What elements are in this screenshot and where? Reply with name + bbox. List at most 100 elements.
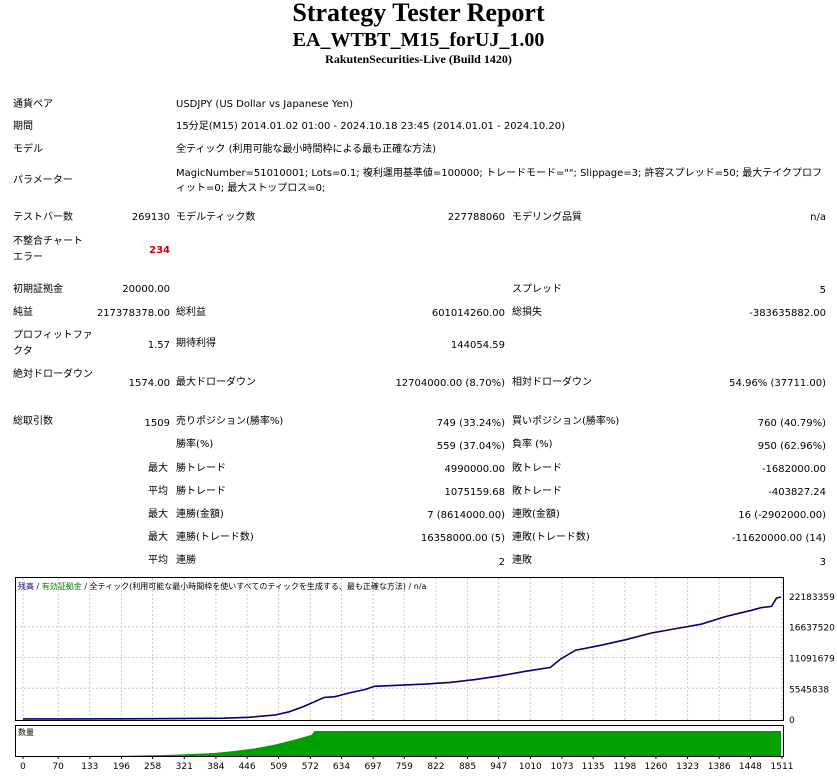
abs-drawdown-value: 1574.00 <box>128 378 170 389</box>
quality-value: n/a <box>810 212 826 223</box>
max-consec-wins-value: 7 (8614000.00) <box>427 510 505 521</box>
largest-loss-label: 敗トレード <box>512 463 562 474</box>
bars-label: テストバー数 <box>13 212 73 223</box>
main-panel <box>15 577 784 721</box>
loss-rate-value: 950 (62.96%) <box>757 441 826 452</box>
gross-profit-label: 総利益 <box>176 307 206 318</box>
spread-label: スプレッド <box>512 284 562 295</box>
ticks-label: モデルティック数 <box>176 212 256 223</box>
ea-name: EA_WTBT_M15_forUJ_1.00 <box>292 29 545 51</box>
x-tick-label: 446 <box>238 762 255 772</box>
x-tick-label: 321 <box>176 762 193 772</box>
mismatch-value: 234 <box>149 245 170 256</box>
largest-loss-value: -1682000.00 <box>761 464 826 475</box>
y-tick-label: 22183359 <box>789 593 835 603</box>
largest-win-label: 勝トレード <box>176 463 226 474</box>
total-trades-value: 1509 <box>144 418 170 429</box>
max-consec-loss-label: 連敗(トレード数) <box>512 532 590 543</box>
abs-drawdown-label: 絶対ドローダウン <box>13 369 93 380</box>
x-tick-label: 634 <box>333 762 350 772</box>
deposit-label: 初期証拠金 <box>13 284 63 295</box>
win-rate-value: 559 (37.04%) <box>436 441 505 452</box>
rel-drawdown-label: 相対ドローダウン <box>512 377 592 388</box>
balance-chart: 22183359 16637520 11091679 5545838 0 残高 / 有効証… <box>15 577 835 772</box>
legend-model: 全ティック(利用可能な最小時間枠を使いすべてのティックを生成する、最も正確な方法… <box>90 581 406 591</box>
expected-payoff-label: 期待利得 <box>176 338 216 349</box>
max-consec-count-prefix: 最大 <box>148 532 168 543</box>
mismatch-label: 不整合チャート エラー <box>13 236 83 263</box>
legend-balance: 残高 <box>18 581 34 591</box>
max-consec-profit-value: 16358000.00 (5) <box>420 533 505 544</box>
x-tick-label: 1198 <box>613 762 636 772</box>
x-tick-label: 572 <box>302 762 319 772</box>
x-tick-label: 885 <box>459 762 476 772</box>
profit-factor-value: 1.57 <box>147 340 170 351</box>
legend-equity: 有効証拠金 <box>42 581 82 591</box>
max-drawdown-value: 12704000.00 (8.70%) <box>395 378 505 389</box>
avg-consec-losses-label: 連敗 <box>512 555 532 566</box>
x-tick-label: 258 <box>144 762 161 772</box>
parameters-label: パラメーター <box>13 175 73 186</box>
x-tick-label: 70 <box>52 762 64 772</box>
period-label: 期間 <box>13 121 33 132</box>
symbol-label: 通貨ペア <box>13 99 53 110</box>
x-tick-label: 822 <box>427 762 444 772</box>
x-tick-label: 196 <box>113 762 130 772</box>
avg-consec-prefix: 平均 <box>148 555 168 566</box>
rel-drawdown-value: 54.96% (37711.00) <box>729 378 826 389</box>
spread-value: 5 <box>819 285 826 296</box>
profit-factor-label: プロフィットファクタ <box>13 330 93 357</box>
legend-sep2: / <box>82 582 90 591</box>
loss-rate-label: 負率 (%) <box>512 439 553 450</box>
x-tick-label: 0 <box>20 762 26 772</box>
avg-loss-label: 敗トレード <box>512 486 562 497</box>
avg-loss-value: -403827.24 <box>768 487 826 498</box>
x-tick-label: 697 <box>365 762 382 772</box>
gross-profit-value: 601014260.00 <box>431 308 505 319</box>
x-tick-label: 133 <box>81 762 98 772</box>
gross-loss-value: -383635882.00 <box>749 308 826 319</box>
net-profit-label: 純益 <box>13 307 33 318</box>
legend-quality: n/a <box>414 582 427 591</box>
total-trades-label: 総取引数 <box>13 416 53 427</box>
max-consec-profit-label: 連勝(トレード数) <box>176 532 254 543</box>
x-tick-label: 384 <box>207 762 224 772</box>
max-consec-prefix: 最大 <box>148 509 168 520</box>
chart-legend: 残高 / 有効証拠金 / 全ティック(利用可能な最小時間枠を使いすべてのティック… <box>18 581 427 591</box>
x-tick-label: 759 <box>396 762 413 772</box>
bars-value: 269130 <box>131 212 170 223</box>
model-value: 全ティック (利用可能な最小時間枠による最も正確な方法) <box>176 144 437 155</box>
model-label: モデル <box>13 144 43 155</box>
avg-win-value: 1075159.68 <box>444 487 505 498</box>
net-profit-value: 217378378.00 <box>96 308 170 319</box>
long-positions-value: 760 (40.79%) <box>757 418 826 429</box>
balance-line <box>23 596 782 720</box>
ticks-value: 227788060 <box>447 212 505 223</box>
short-positions-value: 749 (33.24%) <box>436 418 505 429</box>
short-positions-label: 売りポジション(勝率%) <box>176 416 284 427</box>
max-drawdown-label: 最大ドローダウン <box>176 377 256 388</box>
report-title: Strategy Tester Report <box>292 0 545 27</box>
y-tick-label: 5545838 <box>789 685 829 695</box>
period-value: 15分足(M15) 2014.01.02 01:00 - 2024.10.18 … <box>176 121 565 132</box>
x-tick-label: 1511 <box>771 762 794 772</box>
y-tick-label: 0 <box>789 716 795 726</box>
x-tick-label: 1448 <box>739 762 762 772</box>
legend-sep3: / <box>406 582 414 591</box>
max-consec-losses-value: 16 (-2902000.00) <box>738 510 826 521</box>
avg-consec-wins-label: 連勝 <box>176 555 196 566</box>
x-tick-label: 1010 <box>519 762 542 772</box>
expected-payoff-value: 144054.59 <box>450 340 505 351</box>
x-tick-label: 1386 <box>708 762 731 772</box>
volume-area <box>23 731 781 756</box>
avg-consec-wins-value: 2 <box>498 557 505 568</box>
max-consec-wins-label: 連勝(金額) <box>176 509 224 520</box>
max-consec-loss-value: -11620000.00 (14) <box>731 533 826 544</box>
long-positions-label: 買いポジション(勝率%) <box>512 416 620 427</box>
largest-prefix: 最大 <box>148 463 168 474</box>
x-tick-label: 947 <box>490 762 507 772</box>
parameters-value: MagicNumber=51010001; Lots=0.1; 複利運用基準値=… <box>176 168 823 194</box>
y-tick-label: 16637520 <box>789 624 835 634</box>
x-tick-label: 1260 <box>644 762 667 772</box>
avg-consec-losses-value: 3 <box>819 557 826 568</box>
